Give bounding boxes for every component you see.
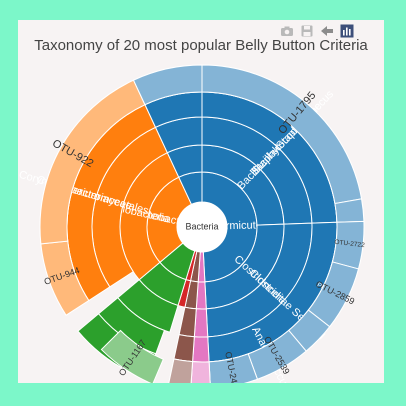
sunburst-segment[interactable]: [132, 64, 203, 106]
sunburst-label: Firmicutes: [216, 219, 268, 232]
bar-chart-icon[interactable]: [340, 24, 354, 38]
plot-area: Taxonomy of 20 most popular Belly Button…: [18, 20, 384, 383]
sunburst-segment[interactable]: [192, 336, 210, 363]
modebar: [280, 24, 354, 38]
sunburst-segment[interactable]: [100, 329, 164, 383]
zoom-pan-icon[interactable]: [320, 24, 334, 38]
chart-title: Taxonomy of 20 most popular Belly Button…: [34, 37, 368, 54]
sunburst-segment[interactable]: [168, 358, 194, 383]
sunburst-segment[interactable]: [173, 334, 195, 363]
sunburst-root[interactable]: [177, 202, 227, 252]
sunburst-label: OTU-2722: [334, 239, 365, 249]
sunburst-segment[interactable]: [190, 361, 211, 383]
sunburst-segment[interactable]: [334, 198, 365, 223]
sunburst-root-label: Bacteria: [185, 221, 218, 231]
camera-icon[interactable]: [280, 24, 294, 38]
sunburst-segment[interactable]: [178, 306, 197, 338]
save-icon[interactable]: [300, 24, 314, 38]
sunburst-chart[interactable]: Taxonomy of 20 most popular Belly Button…: [18, 20, 384, 383]
